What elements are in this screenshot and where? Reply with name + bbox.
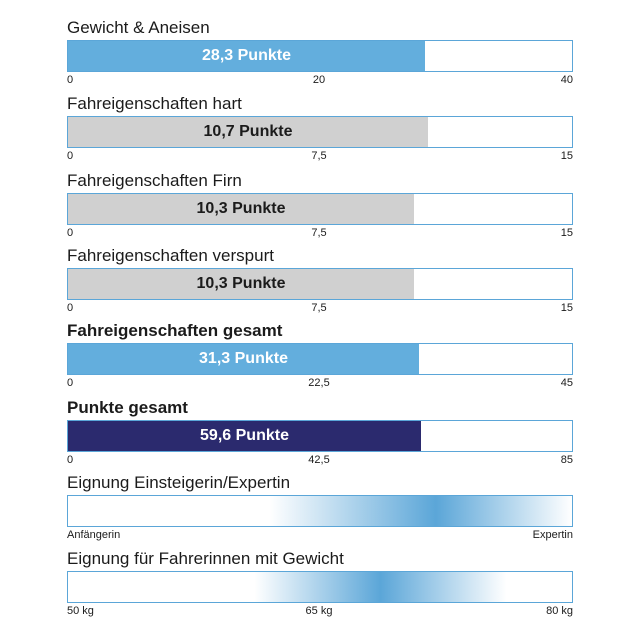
tick-label: 15: [560, 302, 573, 314]
tick-label: 15: [560, 227, 573, 239]
bar: [68, 117, 428, 147]
bar-title: Fahreigenschaften Firn: [67, 171, 242, 190]
tick-label: 15: [560, 150, 573, 162]
scale-title: Eignung für Fahrerinnen mit Gewicht: [67, 549, 344, 568]
tick-label: 85: [560, 454, 573, 466]
bar-value-label: 59,6 Punkte: [200, 427, 289, 444]
bar-title: Fahreigenschaften verspurt: [67, 246, 274, 265]
bar-value-label: 10,3 Punkte: [196, 275, 286, 292]
bar-title: Punkte gesamt: [67, 398, 188, 417]
tick-label: 0: [67, 377, 74, 389]
tick-label: 50 kg: [67, 605, 94, 617]
bar-track: 10,3 Punkte: [67, 193, 573, 225]
bar: [68, 41, 425, 71]
bar-value-label: 28,3 Punkte: [202, 47, 291, 64]
tick-label: 0: [67, 302, 74, 314]
axis-ticks: 0 22,5 45: [67, 376, 573, 390]
tick-label: 7,5: [311, 150, 327, 162]
axis-ticks: 0 42,5 85: [67, 453, 573, 467]
bar-track: 28,3 Punkte: [67, 40, 573, 72]
bar-title: Gewicht & Aneisen: [67, 18, 210, 37]
tick-label: Expertin: [532, 529, 573, 541]
axis-ticks: 0 20 40: [67, 73, 573, 87]
tick-label: 7,5: [311, 302, 327, 314]
tick-label: 80 kg: [546, 605, 573, 617]
axis-ticks: 50 kg 65 kg 80 kg: [67, 604, 573, 618]
bar-title: Fahreigenschaften gesamt: [67, 321, 283, 340]
tick-label: 0: [67, 74, 74, 86]
bar: [68, 269, 414, 299]
suitability-gradient: [67, 571, 573, 603]
tick-label: 22,5: [308, 377, 330, 389]
tick-label: 0: [67, 150, 74, 162]
bar-track: 59,6 Punkte: [67, 420, 573, 452]
tick-label: 20: [312, 74, 326, 86]
axis-ticks: Anfängerin Expertin: [67, 528, 573, 542]
bar-track: 31,3 Punkte: [67, 343, 573, 375]
tick-label: 40: [560, 74, 573, 86]
axis-ticks: 0 7,5 15: [67, 149, 573, 163]
axis-ticks: 0 7,5 15: [67, 301, 573, 315]
suitability-gradient: [67, 495, 573, 527]
bar: [68, 194, 414, 224]
tick-label: 0: [67, 454, 74, 466]
scale-title: Eignung Einsteigerin/Expertin: [67, 473, 291, 492]
tick-label: 65 kg: [305, 605, 333, 617]
axis-ticks: 0 7,5 15: [67, 226, 573, 240]
bar: [68, 344, 419, 374]
tick-label: 0: [67, 227, 74, 239]
tick-label: 42,5: [308, 454, 330, 466]
bar-track: 10,3 Punkte: [67, 268, 573, 300]
bar-value-label: 31,3 Punkte: [199, 350, 288, 367]
bar-value-label: 10,3 Punkte: [196, 200, 286, 217]
tick-label: 7,5: [311, 227, 327, 239]
bar-value-label: 10,7 Punkte: [203, 123, 293, 140]
tick-label: Anfängerin: [67, 529, 121, 541]
bar-track: 10,7 Punkte: [67, 116, 573, 148]
bar-title: Fahreigenschaften hart: [67, 94, 242, 113]
tick-label: 45: [560, 377, 573, 389]
bar: [68, 421, 421, 451]
